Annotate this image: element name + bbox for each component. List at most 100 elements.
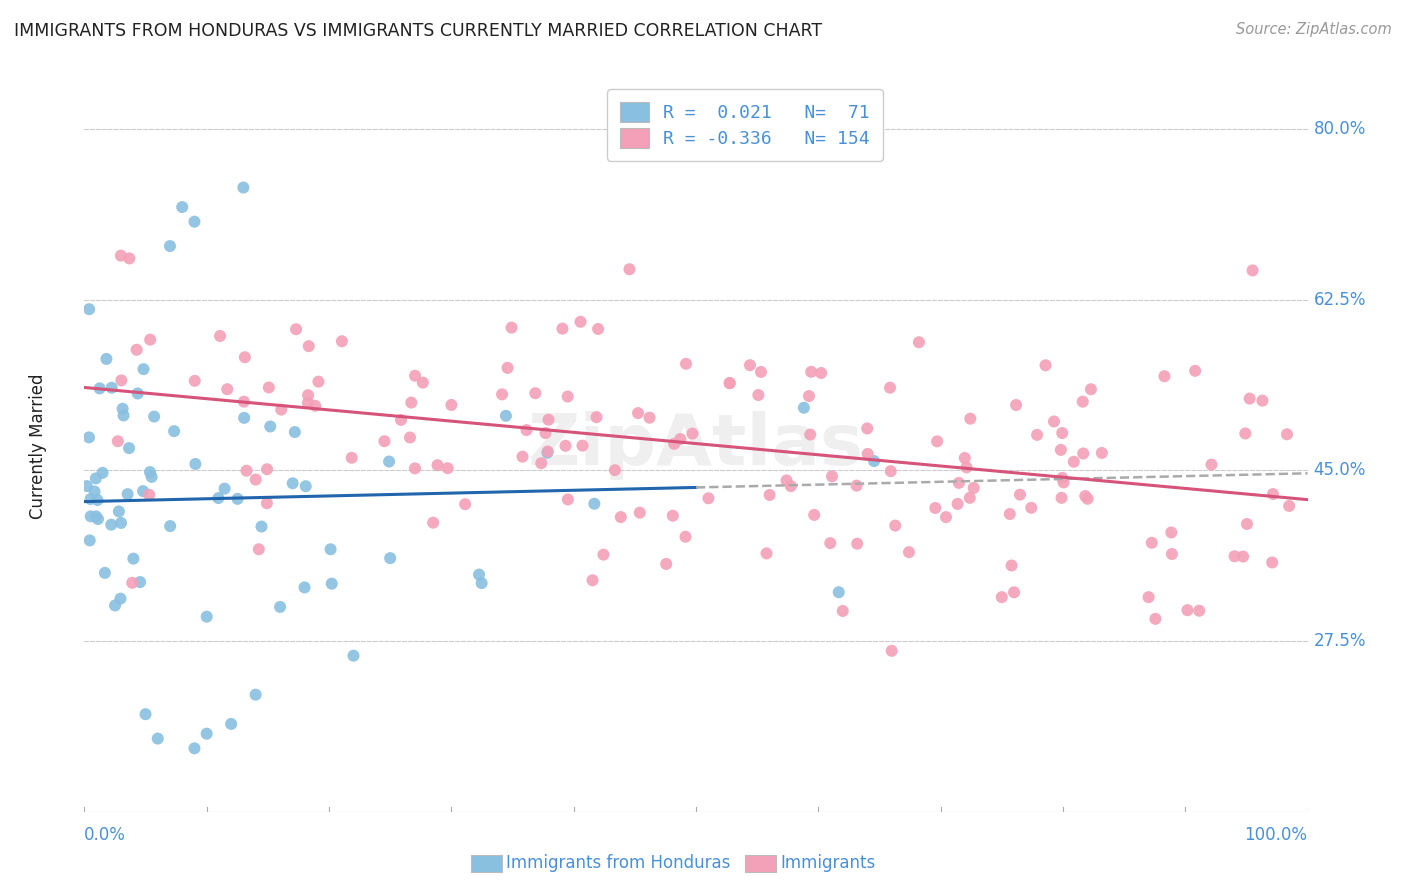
Point: [471, 576, 494, 591]
Point: [422, 516, 444, 530]
Point: [1278, 499, 1301, 513]
Point: [294, 581, 316, 595]
Point: [172, 200, 194, 214]
Text: 27.5%: 27.5%: [1313, 632, 1367, 650]
Text: Source: ZipAtlas.com: Source: ZipAtlas.com: [1236, 22, 1392, 37]
Point: [959, 411, 981, 425]
Point: [117, 487, 139, 501]
Point: [585, 410, 607, 425]
Point: [1140, 536, 1163, 550]
Point: [214, 482, 236, 496]
Point: [84, 509, 107, 524]
Point: [378, 454, 401, 468]
Point: [662, 508, 685, 523]
Point: [468, 567, 491, 582]
Point: [948, 475, 970, 490]
Point: [184, 374, 207, 388]
Point: [846, 537, 869, 551]
Point: [1052, 475, 1074, 490]
Point: [121, 575, 143, 590]
Point: [627, 406, 650, 420]
Point: [1026, 428, 1049, 442]
Point: [530, 456, 553, 470]
Text: Immigrants from Honduras: Immigrants from Honduras: [506, 855, 731, 872]
Point: [281, 476, 304, 491]
Point: [1000, 558, 1022, 573]
Point: [554, 439, 576, 453]
Point: [863, 454, 886, 468]
Point: [245, 473, 267, 487]
Point: [84, 471, 107, 485]
Point: [454, 497, 477, 511]
Point: [1050, 442, 1073, 457]
Point: [1223, 549, 1246, 564]
Point: [592, 548, 614, 562]
Point: [89, 381, 111, 395]
Point: [108, 504, 131, 518]
Point: [758, 488, 780, 502]
Point: [569, 315, 592, 329]
Point: [551, 321, 574, 335]
Point: [927, 434, 949, 449]
Point: [747, 388, 769, 402]
Point: [139, 465, 162, 479]
Legend: R =  0.021   N=  71, R = -0.336   N= 154: R = 0.021 N= 71, R = -0.336 N= 154: [607, 89, 883, 161]
Point: [219, 717, 242, 731]
Point: [610, 510, 633, 524]
Point: [998, 507, 1021, 521]
Point: [163, 424, 186, 438]
Point: [810, 366, 832, 380]
Point: [1201, 458, 1223, 472]
Point: [122, 551, 145, 566]
Point: [1261, 487, 1284, 501]
Point: [77, 430, 100, 444]
Point: [132, 362, 155, 376]
Point: [342, 648, 364, 663]
Point: [183, 741, 205, 756]
Point: [779, 479, 801, 493]
Point: [1071, 446, 1094, 460]
Point: [298, 339, 321, 353]
Point: [884, 518, 907, 533]
Point: [1002, 585, 1025, 599]
Point: [495, 409, 517, 423]
Point: [524, 386, 547, 401]
Point: [207, 491, 229, 505]
Point: [217, 382, 239, 396]
Point: [946, 497, 969, 511]
Point: [256, 462, 278, 476]
Point: [655, 557, 678, 571]
Point: [86, 493, 108, 508]
Point: [536, 446, 558, 460]
Point: [793, 401, 815, 415]
Point: [675, 530, 697, 544]
Point: [259, 419, 281, 434]
Point: [537, 413, 560, 427]
Point: [935, 510, 957, 524]
Point: [1071, 394, 1094, 409]
Point: [294, 479, 316, 493]
Point: [803, 508, 825, 522]
Point: [557, 390, 579, 404]
Point: [129, 575, 152, 590]
Point: [270, 402, 292, 417]
Point: [491, 387, 513, 401]
Point: [1160, 547, 1182, 561]
Point: [1052, 425, 1074, 440]
Point: [436, 461, 458, 475]
Point: [118, 252, 141, 266]
Point: [1019, 500, 1042, 515]
Point: [330, 334, 353, 349]
Point: [718, 376, 741, 390]
Point: [738, 358, 761, 372]
Point: [880, 644, 903, 658]
Point: [146, 731, 169, 746]
Point: [110, 373, 132, 387]
Text: Immigrants: Immigrants: [780, 855, 876, 872]
Point: [245, 688, 267, 702]
Point: [797, 389, 820, 403]
Point: [1137, 590, 1160, 604]
Point: [1008, 488, 1031, 502]
Point: [675, 357, 697, 371]
Point: [879, 381, 901, 395]
